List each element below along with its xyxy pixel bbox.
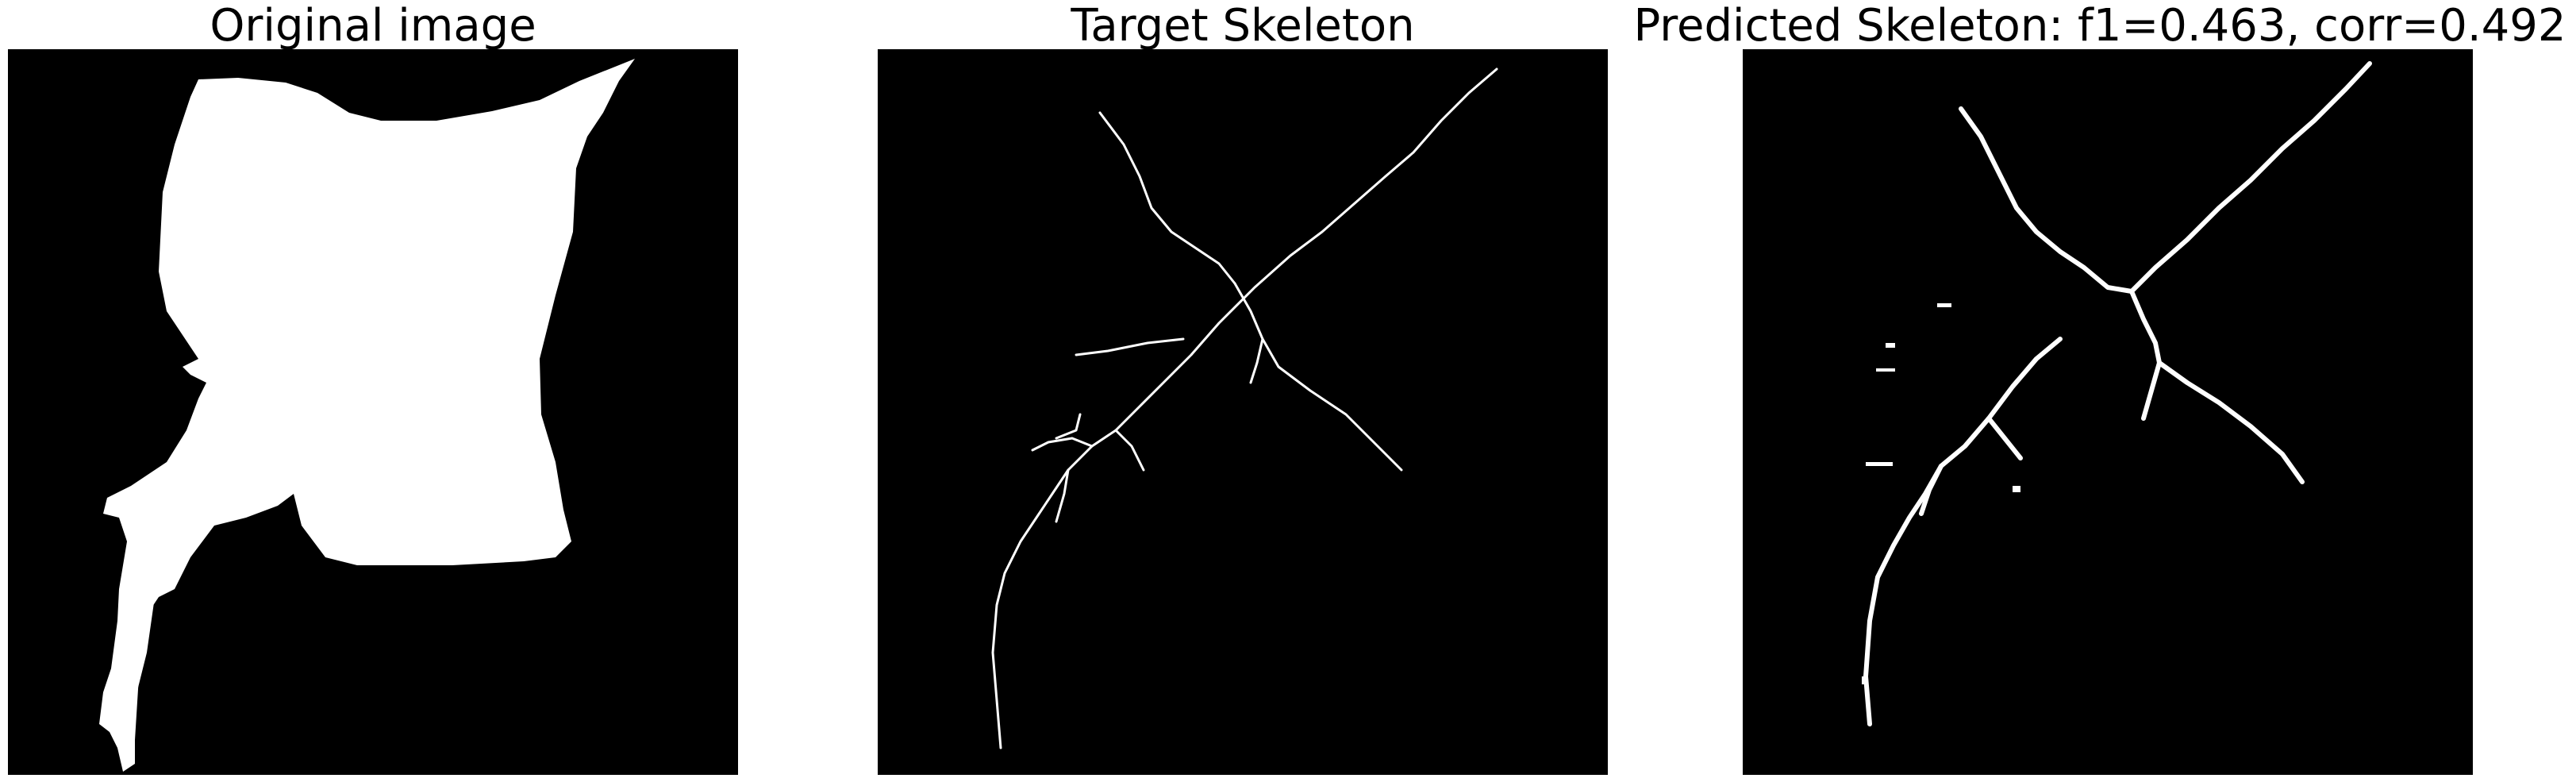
- target-small-spur: [1055, 413, 1082, 440]
- mask-tail-spike: [129, 597, 155, 700]
- predicted-upper-left-branch: [1959, 106, 2134, 294]
- predicted-center-trunk: [2129, 289, 2162, 365]
- panel-original-image: Original image: [8, 0, 738, 782]
- speck-3: [1866, 462, 1893, 466]
- predicted-left-trunk: [1863, 337, 2063, 726]
- target-lower-fork-left: [1031, 437, 1094, 452]
- predicted-main-diagonal: [2129, 61, 2372, 294]
- target-right-spur: [1249, 337, 1264, 384]
- predicted-left-fork: [1986, 416, 2023, 460]
- panel-title-predicted: Predicted Skeleton: f1=0.463, corr=0.492: [1633, 0, 2566, 52]
- mask-side-spike: [167, 494, 214, 557]
- predicted-right-spur: [2141, 360, 2162, 421]
- predicted-skeleton-image: [1743, 49, 2473, 775]
- predicted-background: [1743, 49, 2473, 775]
- original-mask-image: [8, 49, 738, 775]
- target-lower-spur: [1055, 468, 1070, 523]
- target-right-branch: [1233, 282, 1403, 472]
- predicted-skeleton-svg: [1743, 49, 2473, 775]
- speck-4: [2013, 486, 2020, 492]
- target-mid-left-branch: [1075, 337, 1185, 356]
- panel-title-target: Target Skeleton: [1071, 0, 1415, 52]
- mask-shape: [99, 59, 635, 772]
- target-main-diagonal: [991, 67, 1498, 749]
- target-upper-left-branch: [1098, 111, 1236, 285]
- predicted-right-branch: [2157, 360, 2305, 484]
- speck-5: [1862, 676, 1867, 684]
- panel-predicted-skeleton: Predicted Skeleton: f1=0.463, corr=0.492: [1633, 0, 2566, 782]
- predicted-skeleton-lines: [1863, 61, 2372, 726]
- predicted-noise-specks: [1862, 303, 2020, 684]
- speck-2: [1937, 303, 1951, 307]
- original-mask-svg: [8, 49, 738, 775]
- target-background: [878, 49, 1608, 775]
- speck-1: [1876, 368, 1895, 372]
- target-skeleton-lines: [991, 67, 1498, 749]
- panel-title-original: Original image: [210, 0, 536, 52]
- panel-target-skeleton: Target Skeleton: [878, 0, 1608, 782]
- predicted-lower-fork: [1919, 464, 1944, 516]
- target-lower-fork-right: [1114, 429, 1145, 472]
- target-skeleton-svg: [878, 49, 1608, 775]
- speck-6: [1886, 343, 1895, 348]
- target-skeleton-image: [878, 49, 1608, 775]
